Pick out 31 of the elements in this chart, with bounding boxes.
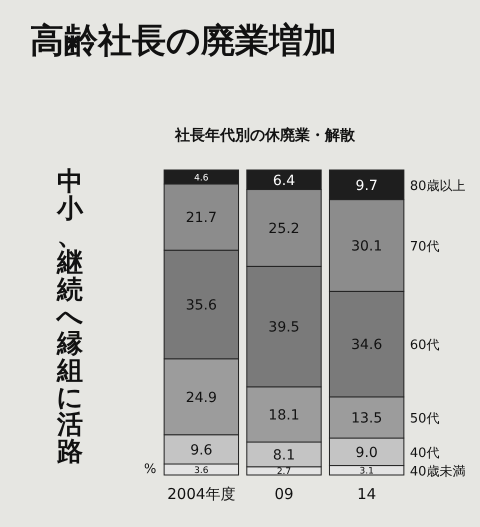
series-label: 60代 — [410, 338, 440, 354]
x-tick-label: 14 — [357, 485, 376, 503]
data-label: 3.6 — [194, 466, 209, 476]
data-label: 21.7 — [186, 210, 217, 226]
x-tick-label: 09 — [274, 485, 294, 503]
series-label: 80歳以上 — [410, 178, 466, 194]
x-tick-label: 2004年度 — [167, 485, 236, 503]
series-label: 50代 — [410, 412, 440, 427]
chart-title: 高齢社長の廃業増加 — [30, 21, 337, 61]
series-label: 40代 — [410, 446, 440, 461]
chart-subtitle: 社長年代別の休廃業・解散 — [174, 126, 356, 144]
data-label: 2.7 — [276, 467, 292, 478]
data-label: 30.1 — [351, 238, 382, 255]
text: % — [144, 462, 156, 477]
data-label: 9.0 — [356, 444, 378, 461]
data-label: 25.2 — [268, 220, 300, 237]
data-label: 13.5 — [351, 410, 382, 427]
data-label: 6.4 — [272, 172, 296, 189]
data-label: 18.1 — [268, 407, 300, 424]
data-label: 34.6 — [351, 337, 382, 354]
data-label: 4.6 — [194, 173, 209, 184]
data-label: 24.9 — [186, 390, 217, 406]
data-label: 35.6 — [186, 298, 218, 314]
data-label: 8.1 — [272, 447, 296, 464]
data-label: 9.7 — [356, 178, 378, 194]
series-label: 70代 — [410, 239, 440, 254]
data-label: 9.6 — [190, 442, 213, 458]
text: 中小、継続へ縁組に活路 — [56, 167, 84, 467]
data-label: 39.5 — [268, 320, 300, 336]
series-label: 40歳未満 — [410, 464, 466, 480]
data-label: 3.1 — [360, 466, 374, 477]
